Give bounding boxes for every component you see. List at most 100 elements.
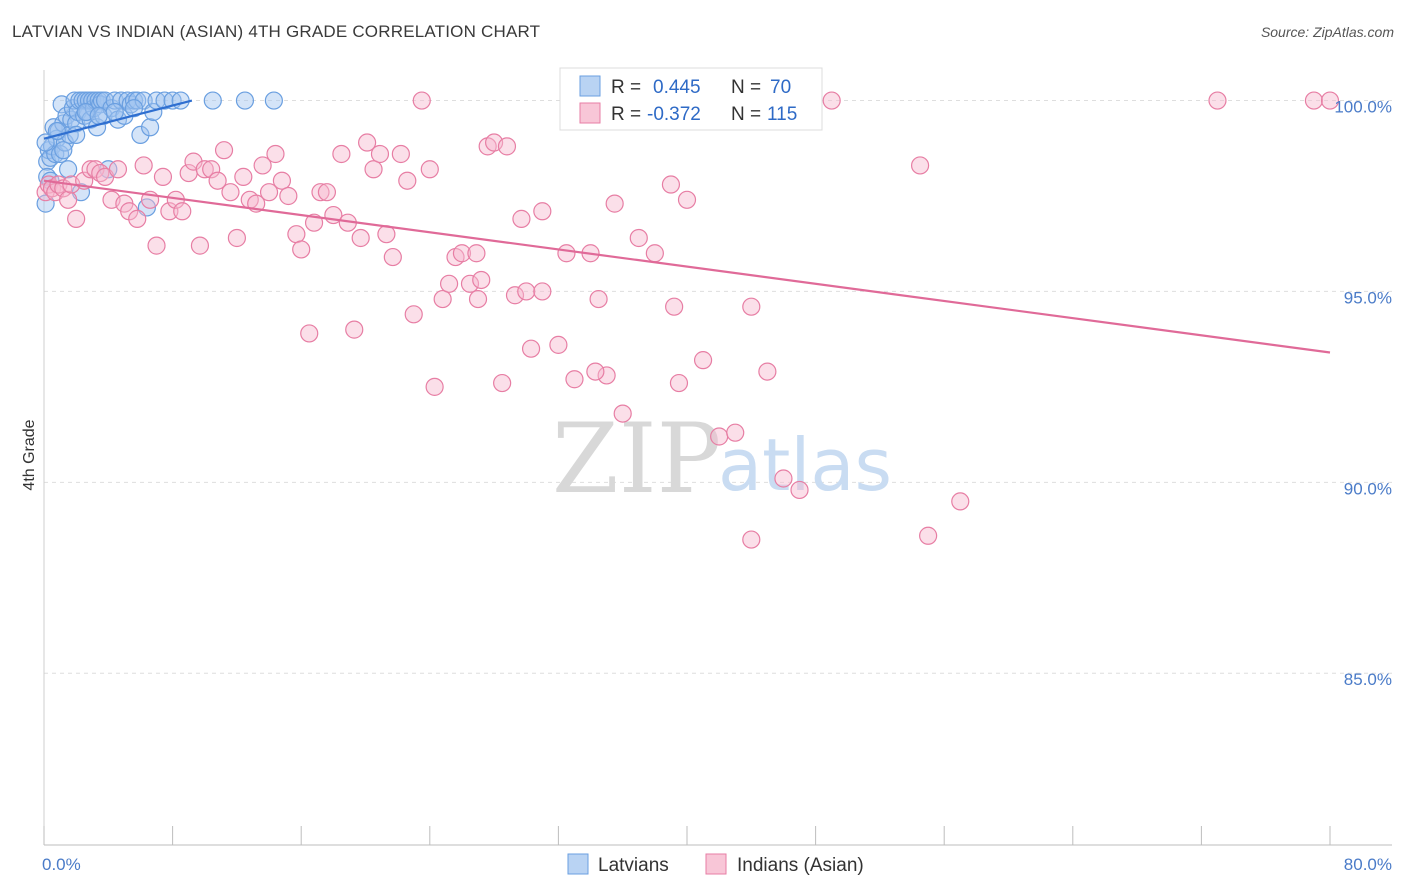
data-point	[433, 289, 452, 309]
data-point	[665, 297, 684, 316]
data-point	[398, 171, 417, 190]
data-point	[134, 156, 153, 175]
watermark-zip: ZIP	[552, 403, 721, 515]
data-point	[472, 270, 491, 290]
data-point	[505, 286, 525, 305]
data-point	[279, 186, 298, 206]
data-point	[822, 91, 841, 110]
data-point	[370, 144, 390, 164]
data-point	[404, 305, 423, 324]
y-tick-label: 100.0%	[1334, 98, 1392, 117]
latvians-n-value: 70	[770, 77, 791, 98]
data-point	[452, 244, 472, 263]
y-tick-label: 95.0%	[1344, 288, 1392, 307]
data-point	[693, 351, 713, 370]
data-point	[586, 362, 605, 381]
legend-indians-label: Indians (Asian)	[737, 855, 864, 876]
data-point	[661, 175, 681, 194]
data-point	[59, 160, 78, 179]
data-point	[317, 183, 337, 202]
data-point	[589, 289, 608, 309]
data-point	[645, 244, 664, 263]
watermark: ZIP atlas	[552, 403, 892, 515]
data-point	[565, 370, 584, 389]
data-point	[383, 247, 402, 267]
data-point	[259, 183, 279, 202]
latvians-n-label: N =	[731, 77, 761, 98]
data-point	[153, 167, 173, 186]
trend-line	[43, 99, 193, 140]
data-point	[629, 228, 648, 248]
data-point	[266, 144, 285, 164]
data-point	[108, 160, 128, 179]
data-point	[171, 91, 190, 110]
chart-title: LATVIAN VS INDIAN (ASIAN) 4TH GRADE CORR…	[12, 22, 541, 41]
data-point	[131, 125, 150, 145]
data-point	[467, 244, 486, 263]
y-axis-label: 4th Grade	[21, 419, 38, 490]
data-point	[742, 530, 761, 549]
data-point	[287, 225, 306, 244]
latvians-r-label: R =	[611, 77, 641, 98]
latvians-r-value: 0.445	[653, 77, 701, 98]
data-point	[1320, 91, 1340, 110]
data-point	[439, 274, 459, 293]
data-point	[203, 91, 222, 110]
data-point	[512, 209, 531, 228]
data-point	[549, 335, 568, 354]
data-point	[54, 141, 73, 160]
indians-n-value: 115	[767, 104, 797, 125]
y-tick-label: 85.0%	[1344, 670, 1392, 689]
x-tick-label: 0.0%	[42, 855, 81, 874]
axes	[43, 70, 1392, 846]
data-point	[1208, 91, 1227, 110]
trend-lines	[43, 99, 1331, 354]
series-legend: Latvians Indians (Asian)	[567, 853, 864, 876]
data-point	[677, 190, 697, 209]
data-point	[493, 373, 512, 393]
data-point	[710, 427, 729, 446]
data-point	[533, 202, 552, 221]
data-point	[742, 297, 761, 316]
data-point	[59, 190, 78, 209]
latvians-swatch	[579, 75, 601, 97]
data-point	[311, 183, 330, 202]
data-point	[208, 171, 227, 190]
stats-legend: R = 0.445 N = 70 R = -0.372 N = 115	[559, 67, 823, 131]
data-point	[517, 282, 536, 301]
data-point	[292, 240, 311, 259]
data-point	[214, 141, 234, 160]
indians-r-label: R =	[611, 104, 641, 125]
data-point	[264, 91, 283, 110]
data-point	[726, 423, 745, 442]
grid-lines	[44, 100, 1392, 674]
data-point	[128, 209, 147, 228]
data-point	[124, 99, 144, 118]
legend-latvians-label: Latvians	[598, 855, 669, 876]
data-point	[227, 228, 246, 248]
data-point	[147, 236, 166, 255]
data-point	[460, 274, 480, 293]
data-point	[202, 160, 221, 179]
data-point	[468, 289, 488, 309]
data-point	[391, 144, 410, 164]
data-point	[89, 106, 108, 125]
data-point	[300, 324, 319, 343]
data-point	[351, 228, 370, 248]
data-point	[173, 202, 192, 221]
data-point	[253, 156, 272, 175]
x-tick-label: 80.0%	[1344, 855, 1392, 874]
data-point	[140, 118, 160, 137]
data-point	[272, 171, 292, 190]
data-point	[345, 320, 364, 339]
data-point	[669, 373, 689, 393]
data-point	[521, 339, 541, 358]
indians-swatch	[579, 102, 601, 124]
data-point	[358, 133, 377, 152]
data-point	[533, 282, 552, 301]
data-point	[951, 492, 970, 511]
data-point	[1304, 91, 1324, 110]
data-point	[160, 202, 179, 221]
data-point	[497, 137, 517, 156]
trend-line	[43, 179, 1331, 354]
